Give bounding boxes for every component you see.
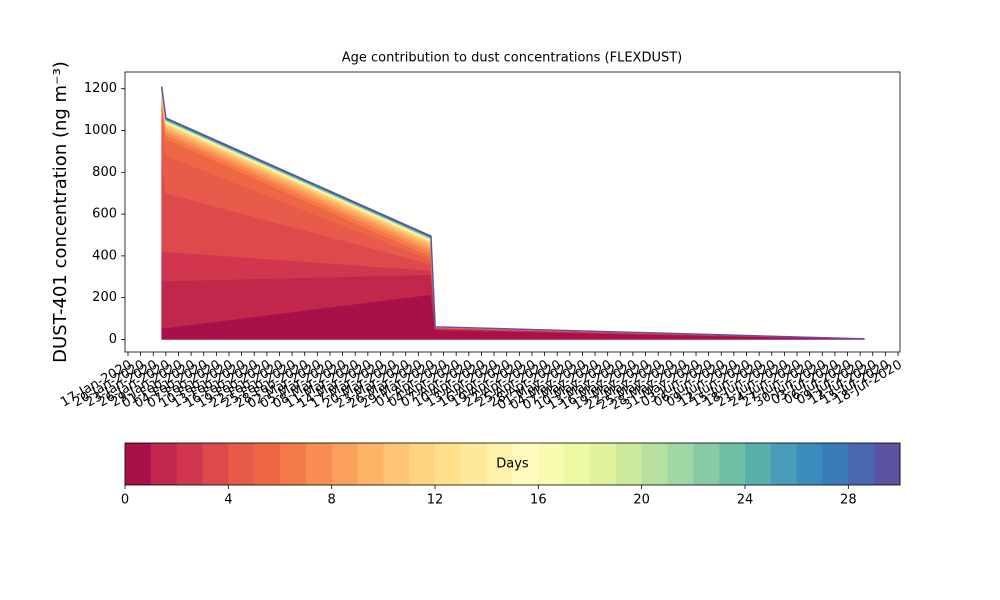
colorbar-segment (667, 443, 694, 485)
colorbar-segment (874, 443, 901, 485)
colorbar-segment (770, 443, 798, 485)
colorbar-segment (435, 443, 462, 485)
colorbar-segment (409, 443, 436, 485)
colorbar-segment (796, 443, 823, 485)
y-tick-label: 800 (92, 165, 117, 180)
colorbar-segment (848, 443, 875, 485)
colorbar-tick-label: 8 (328, 493, 336, 508)
y-tick-label: 600 (92, 207, 117, 222)
colorbar-tick-label: 4 (224, 493, 232, 508)
colorbar-segment (331, 443, 358, 485)
y-tick-label: 0 (109, 332, 117, 347)
y-tick-label: 400 (92, 248, 117, 263)
colorbar-segment (228, 443, 255, 485)
colorbar-segment (822, 443, 849, 485)
colorbar-segment (383, 443, 410, 485)
area-layer (160, 86, 865, 340)
colorbar-segment (125, 443, 152, 485)
colorbar-segment (150, 443, 178, 485)
y-tick-label: 1000 (84, 123, 117, 138)
y-tick-label: 1200 (84, 81, 117, 96)
colorbar-tick-label: 16 (530, 493, 547, 508)
colorbar-segment (693, 443, 720, 485)
colorbar-segment (615, 443, 643, 485)
colorbar-segment (538, 443, 565, 485)
colorbar-segment (176, 443, 203, 485)
chart-title: Age contribution to dust concentrations … (342, 51, 683, 66)
colorbar-segment (280, 443, 307, 485)
colorbar-segment (641, 443, 668, 485)
y-tick-label: 200 (92, 290, 117, 305)
plot-frame (124, 71, 901, 353)
colorbar-frame (124, 442, 901, 486)
colorbar-segment (512, 443, 539, 485)
colorbar-segment (460, 443, 488, 485)
colorbar-segment (719, 443, 746, 485)
y-axis-label: DUST-401 concentration (ng m⁻³) (50, 61, 71, 363)
colorbar-segment (202, 443, 229, 485)
colorbar-tick-label: 20 (633, 493, 650, 508)
colorbar-label: Days (496, 457, 529, 472)
colorbar-segment (486, 443, 513, 485)
colorbar-segment (357, 443, 384, 485)
colorbar-segment (564, 443, 591, 485)
colorbar-segment (254, 443, 281, 485)
colorbar-tick-label: 24 (737, 493, 754, 508)
colorbar-tick-label: 28 (840, 493, 857, 508)
colorbar-segment (745, 443, 772, 485)
colorbar-segment (590, 443, 617, 485)
colorbar-tick-label: 12 (427, 493, 444, 508)
colorbar-tick-label: 0 (121, 493, 129, 508)
colorbar-segment (305, 443, 333, 485)
